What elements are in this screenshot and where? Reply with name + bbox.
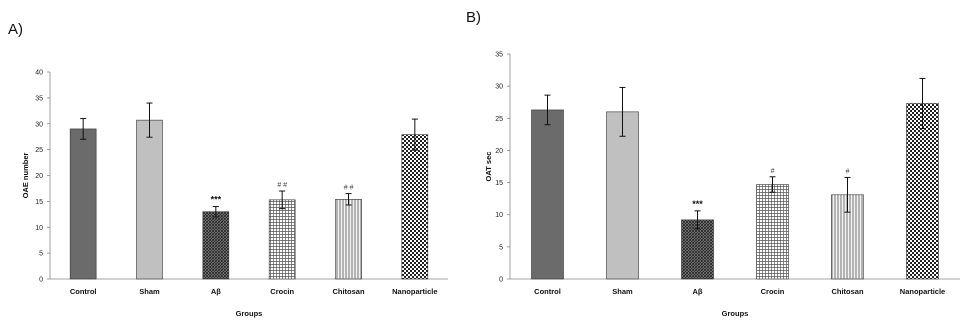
x-category-label: Chitosan [831, 287, 864, 296]
x-category-label: Control [70, 287, 97, 296]
panel-label: B) [466, 9, 481, 26]
significance-marker: *** [211, 195, 222, 205]
y-tick-label: 20 [495, 148, 503, 155]
y-tick-label: 35 [495, 52, 503, 59]
bar-a [202, 211, 230, 280]
x-category-label: Crocin [270, 287, 294, 296]
y-axis-title: OAE number [21, 153, 30, 199]
x-category-label: Nanoparticle [900, 287, 945, 296]
y-tick-label: 15 [495, 180, 503, 187]
x-category-label: Chitosan [332, 287, 365, 296]
y-tick-label: 0 [499, 277, 503, 284]
significance-marker: # # [344, 185, 354, 192]
y-tick-label: 30 [495, 84, 503, 91]
y-tick-label: 10 [35, 225, 43, 232]
y-tick-label: 40 [35, 70, 43, 77]
bar-crocin [756, 184, 789, 280]
bar-sham [136, 119, 163, 280]
panel-label: A) [8, 21, 23, 38]
y-tick-label: 5 [499, 244, 503, 251]
x-category-label: Nanoparticle [392, 287, 437, 296]
x-category-label: Sham [612, 287, 633, 296]
bar-a [681, 219, 714, 280]
x-category-label: Aβ [693, 287, 703, 296]
x-category-label: Aβ [211, 287, 221, 296]
bar-sham [606, 111, 639, 280]
x-axis-title: Groups [236, 309, 263, 318]
bar-control [69, 128, 97, 280]
y-tick-label: 0 [39, 277, 43, 284]
y-tick-label: 25 [35, 147, 43, 154]
y-tick-label: 30 [35, 121, 43, 128]
bar-nanoparticle [906, 103, 939, 280]
y-axis-title: OAT sec [484, 152, 493, 182]
y-tick-label: 20 [35, 173, 43, 180]
x-axis-title: Groups [722, 309, 749, 318]
chart-panel-b: B) 0 5 10 15 20 25 30 35 OAT sec Groups Control Sham… [466, 9, 960, 318]
significance-marker: # [846, 168, 850, 175]
significance-marker: # # [277, 182, 287, 189]
bar-control [531, 109, 564, 280]
y-tick-label: 35 [35, 95, 43, 102]
y-tick-label: 10 [495, 212, 503, 219]
bar-crocin [268, 199, 296, 280]
significance-marker: # [771, 168, 775, 175]
x-category-label: Control [534, 287, 561, 296]
bar-chitosan [335, 199, 362, 280]
significance-marker: *** [692, 199, 703, 209]
bar-nanoparticle [401, 134, 429, 280]
y-tick-label: 15 [35, 199, 43, 206]
y-tick-label: 5 [39, 251, 43, 258]
y-tick-label: 25 [495, 116, 503, 123]
x-category-label: Crocin [761, 287, 785, 296]
chart-panel-a: A) 0 5 10 15 20 25 30 35 40 OAE number Groups Contro… [8, 21, 448, 318]
x-category-label: Sham [139, 287, 160, 296]
